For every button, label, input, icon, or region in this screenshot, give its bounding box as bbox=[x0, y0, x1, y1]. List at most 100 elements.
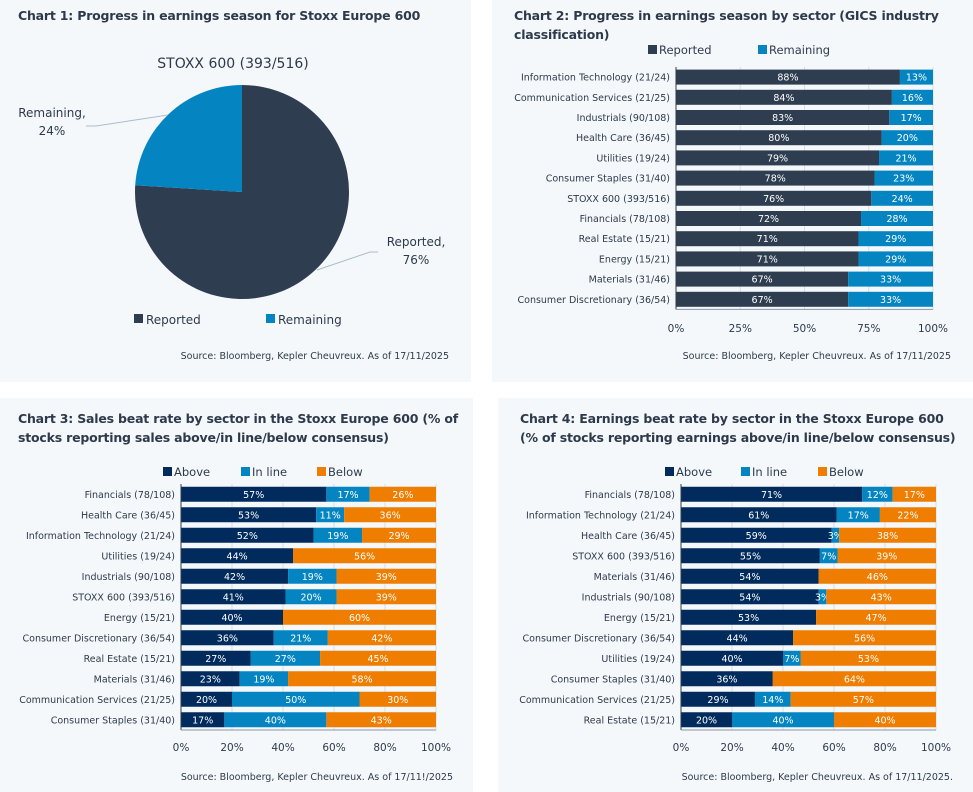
data-label-in-line: 11% bbox=[320, 510, 341, 521]
chart4-source: Source: Bloomberg, Kepler Cheuvreux. As … bbox=[681, 772, 953, 783]
x-tick-label: 80% bbox=[873, 742, 896, 754]
x-tick-label: 0% bbox=[673, 742, 690, 754]
category-label: Utilities (19/24) bbox=[601, 654, 675, 665]
data-label-reported: 84% bbox=[773, 93, 794, 104]
category-label: Industrials (90/108) bbox=[582, 592, 675, 603]
x-tick-label: 25% bbox=[729, 323, 752, 335]
category-label: Utilities (19/24) bbox=[596, 153, 670, 164]
data-label-below: 39% bbox=[876, 551, 897, 562]
bar-segment-in-line bbox=[239, 671, 289, 687]
data-label-remaining: 21% bbox=[895, 153, 916, 164]
data-label-below: 43% bbox=[871, 592, 892, 603]
bar-segment-below bbox=[326, 712, 436, 728]
category-label: STOXX 600 (393/516) bbox=[572, 551, 675, 562]
data-label-below: 64% bbox=[844, 674, 865, 685]
bar-segment-reported bbox=[676, 190, 872, 206]
category-label: Information Technology (21/24) bbox=[526, 510, 675, 521]
data-label-in-line: 7% bbox=[784, 654, 799, 665]
category-label: Real Estate (15/21) bbox=[579, 234, 670, 245]
bar-segment-above bbox=[681, 568, 819, 584]
chart3-bar-svg: 0% 20% 40% 60% 80% 100% Financials (78/108) 57%… bbox=[19, 465, 451, 754]
x-tick-label: 40% bbox=[271, 742, 294, 754]
data-label-in-line: 27% bbox=[275, 654, 296, 665]
data-label-below: 47% bbox=[866, 613, 887, 624]
data-label-reported: 78% bbox=[765, 174, 786, 185]
legend-swatch-below bbox=[818, 467, 827, 476]
chart4-panel: Chart 4: Earnings beat rate by sector in… bbox=[498, 398, 973, 792]
legend-swatch-reported bbox=[648, 45, 657, 54]
legend-label-below: Below bbox=[829, 465, 864, 479]
x-tick-label: 100% bbox=[918, 323, 948, 335]
data-label-remaining: 16% bbox=[902, 93, 923, 104]
bar-segment-in-line bbox=[285, 589, 337, 605]
bar-segment-in-line bbox=[732, 712, 834, 728]
bar-segment-above bbox=[681, 486, 863, 502]
bar-segment-below bbox=[320, 650, 436, 666]
bar-segment-below bbox=[344, 507, 436, 523]
data-label-above: 27% bbox=[205, 654, 226, 665]
data-label-above: 61% bbox=[748, 510, 769, 521]
data-label-remaining: 20% bbox=[897, 133, 918, 144]
bar-segment-above bbox=[181, 650, 251, 666]
bar-segment-above bbox=[181, 568, 289, 584]
bar-segment-remaining bbox=[858, 251, 933, 267]
data-label-below: 39% bbox=[376, 572, 397, 583]
category-label: Financials (78/108) bbox=[585, 490, 675, 501]
chart1-source: Source: Bloomberg, Kepler Cheuvreux. As … bbox=[180, 351, 449, 362]
bar-segment-in-line bbox=[224, 712, 327, 728]
bar-segment-above bbox=[181, 527, 314, 543]
data-label-below: 40% bbox=[874, 715, 895, 726]
bar-segment-remaining bbox=[858, 231, 933, 247]
data-label-remaining: 33% bbox=[880, 295, 901, 306]
data-label-below: 56% bbox=[854, 633, 875, 644]
data-label-reported: 79% bbox=[767, 153, 788, 164]
category-label: Consumer Staples (31/40) bbox=[551, 674, 675, 685]
bar-segment-below bbox=[288, 671, 436, 687]
data-label-below: 56% bbox=[354, 551, 375, 562]
data-label-in-line: 12% bbox=[867, 490, 888, 501]
data-label-above: 53% bbox=[738, 613, 759, 624]
bar-segment-above bbox=[181, 507, 317, 523]
data-label-above: 52% bbox=[237, 531, 258, 542]
data-label-reported: 72% bbox=[758, 214, 779, 225]
data-label-reported: 83% bbox=[772, 113, 793, 124]
bar-segment-remaining bbox=[899, 69, 933, 85]
bar-segment-reported bbox=[676, 231, 859, 247]
data-label-remaining: 17% bbox=[901, 113, 922, 124]
chart2-title: Chart 2: Progress in earnings season by … bbox=[514, 8, 939, 42]
category-label: STOXX 600 (393/516) bbox=[72, 592, 175, 603]
bar-segment-below bbox=[293, 548, 436, 564]
data-label-in-line: 40% bbox=[772, 715, 793, 726]
bar-segment-in-line bbox=[250, 650, 321, 666]
bar-segment-below bbox=[816, 609, 936, 625]
bar-segment-remaining bbox=[871, 190, 933, 206]
data-label-in-line: 50% bbox=[285, 695, 306, 706]
bar-segment-below bbox=[283, 609, 436, 625]
data-label-below: 53% bbox=[858, 654, 879, 665]
category-label: Energy (15/21) bbox=[104, 613, 175, 624]
bar-segment-reported bbox=[676, 69, 900, 85]
bar-segment-in-line bbox=[819, 548, 838, 564]
legend-label-above: Above bbox=[174, 465, 210, 479]
data-label-above: 54% bbox=[739, 572, 760, 583]
data-label-in-line: 7% bbox=[821, 551, 836, 562]
x-tick-label: 60% bbox=[322, 742, 345, 754]
category-label: Industrials (90/108) bbox=[82, 572, 175, 583]
data-label-above: 36% bbox=[716, 674, 737, 685]
x-tick-label: 100% bbox=[421, 742, 451, 754]
category-label: Health Care (36/45) bbox=[81, 510, 175, 521]
data-label-remaining: 29% bbox=[885, 234, 906, 245]
data-label-reported: 76% bbox=[763, 194, 784, 205]
bar-segment-below bbox=[837, 548, 936, 564]
bar-segment-above bbox=[181, 630, 274, 646]
pie-label-reported: Reported, bbox=[387, 235, 446, 249]
category-label: Financials (78/108) bbox=[85, 490, 175, 501]
data-label-reported: 71% bbox=[757, 254, 778, 265]
legend-swatch-remaining bbox=[266, 314, 275, 323]
data-label-remaining: 29% bbox=[885, 254, 906, 265]
legend-label-reported: Reported bbox=[659, 43, 712, 57]
data-label-below: 22% bbox=[897, 510, 918, 521]
bar-segment-in-line bbox=[313, 527, 363, 543]
chart1-title: Chart 1: Progress in earnings season for… bbox=[18, 8, 421, 23]
data-label-in-line: 19% bbox=[327, 531, 348, 542]
